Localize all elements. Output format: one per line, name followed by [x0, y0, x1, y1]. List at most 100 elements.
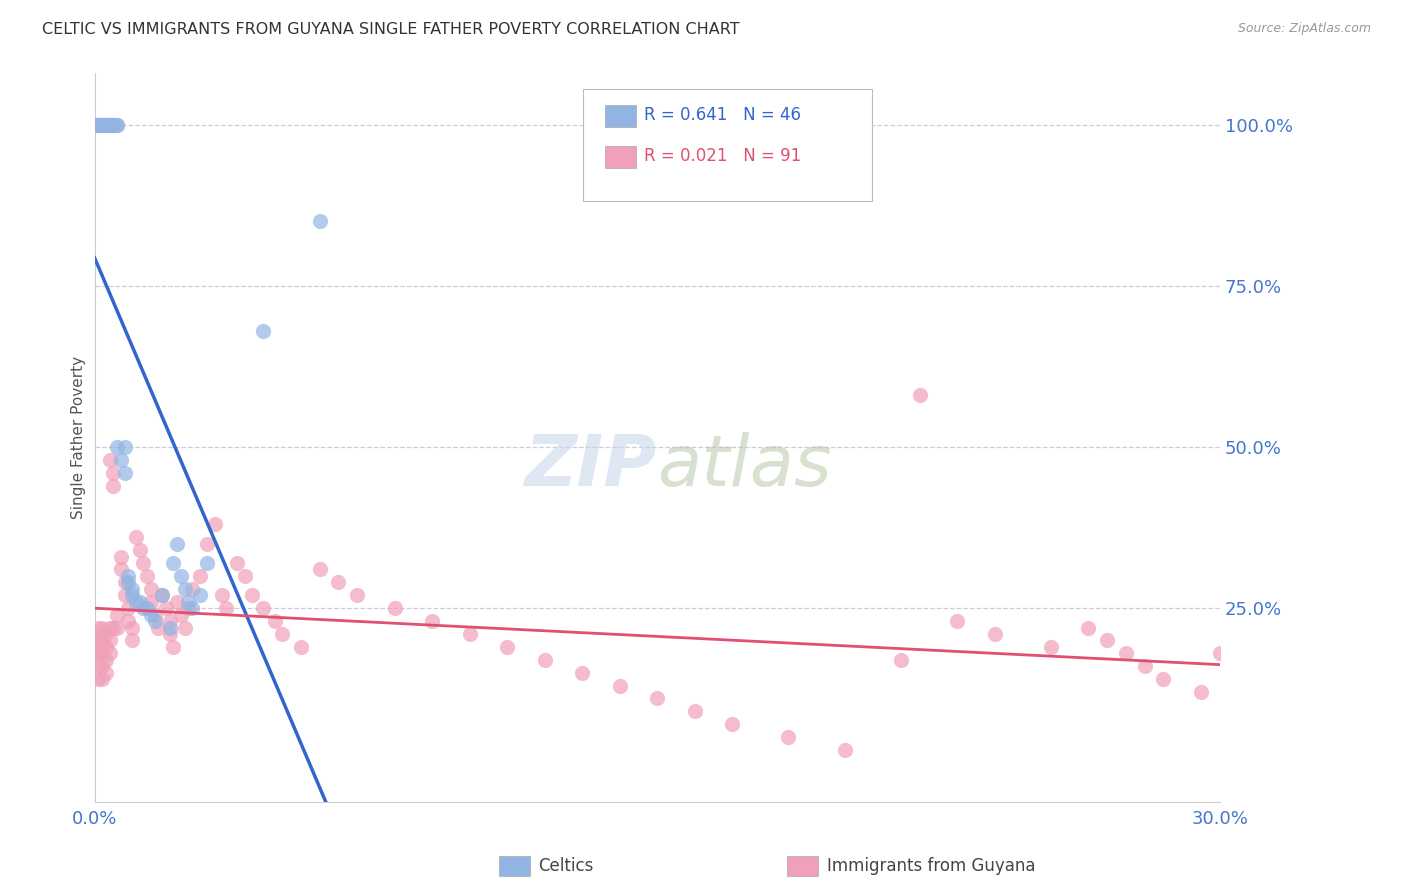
- Point: [181, 582, 204, 596]
- Point: [105, 440, 128, 454]
- Point: [94, 118, 117, 132]
- Point: [86, 646, 108, 660]
- Point: [177, 595, 200, 609]
- Point: [98, 620, 121, 634]
- Point: [103, 118, 125, 132]
- Point: [94, 118, 117, 132]
- Point: [98, 118, 121, 132]
- Point: [86, 118, 108, 132]
- Point: [162, 556, 184, 570]
- Point: [94, 118, 117, 132]
- Text: R = 0.641   N = 46: R = 0.641 N = 46: [644, 106, 801, 124]
- Point: [94, 118, 117, 132]
- Point: [91, 620, 114, 634]
- Point: [188, 588, 211, 602]
- Point: [150, 588, 173, 602]
- Point: [162, 640, 184, 654]
- Point: [87, 633, 110, 648]
- Point: [173, 620, 195, 634]
- Point: [117, 614, 139, 628]
- Point: [91, 118, 114, 132]
- Point: [263, 614, 285, 628]
- Point: [166, 537, 188, 551]
- Point: [645, 691, 668, 706]
- Point: [87, 659, 110, 673]
- Point: [110, 562, 132, 576]
- Point: [170, 569, 193, 583]
- Point: [121, 588, 143, 602]
- Point: [136, 569, 159, 583]
- Point: [908, 388, 931, 402]
- Point: [308, 214, 330, 228]
- Point: [177, 601, 200, 615]
- Point: [1077, 620, 1099, 634]
- Point: [159, 627, 181, 641]
- Point: [114, 588, 136, 602]
- Point: [87, 646, 110, 660]
- Point: [181, 601, 204, 615]
- Text: atlas: atlas: [657, 432, 832, 501]
- Point: [117, 601, 139, 615]
- Point: [103, 620, 125, 634]
- Point: [778, 730, 800, 744]
- Point: [128, 595, 150, 609]
- Point: [121, 633, 143, 648]
- Point: [496, 640, 519, 654]
- Point: [458, 627, 481, 641]
- Point: [98, 453, 121, 467]
- Point: [91, 118, 114, 132]
- Point: [384, 601, 406, 615]
- Point: [128, 543, 150, 558]
- Point: [150, 588, 173, 602]
- Point: [94, 653, 117, 667]
- Point: [346, 588, 368, 602]
- Text: CELTIC VS IMMIGRANTS FROM GUYANA SINGLE FATHER POVERTY CORRELATION CHART: CELTIC VS IMMIGRANTS FROM GUYANA SINGLE …: [42, 22, 740, 37]
- Point: [98, 118, 121, 132]
- Point: [721, 717, 744, 731]
- Point: [155, 601, 177, 615]
- Point: [110, 549, 132, 564]
- Point: [233, 569, 256, 583]
- Point: [121, 620, 143, 634]
- Point: [98, 646, 121, 660]
- Point: [1115, 646, 1137, 660]
- Point: [91, 633, 114, 648]
- Point: [215, 601, 238, 615]
- Point: [1152, 672, 1174, 686]
- Point: [91, 659, 114, 673]
- Point: [139, 582, 162, 596]
- Point: [159, 620, 181, 634]
- Point: [683, 704, 706, 718]
- Point: [91, 672, 114, 686]
- Point: [308, 562, 330, 576]
- Point: [1039, 640, 1062, 654]
- Point: [271, 627, 294, 641]
- Point: [87, 672, 110, 686]
- Point: [166, 595, 188, 609]
- Point: [143, 614, 166, 628]
- Text: Immigrants from Guyana: Immigrants from Guyana: [827, 857, 1035, 875]
- Point: [121, 582, 143, 596]
- Point: [132, 601, 155, 615]
- Point: [125, 530, 148, 544]
- Point: [125, 595, 148, 609]
- Point: [533, 653, 555, 667]
- Point: [103, 466, 125, 480]
- Text: R = 0.021   N = 91: R = 0.021 N = 91: [644, 147, 801, 165]
- Point: [226, 556, 249, 570]
- Point: [105, 118, 128, 132]
- Point: [94, 627, 117, 641]
- Point: [252, 601, 274, 615]
- Point: [103, 118, 125, 132]
- Point: [87, 118, 110, 132]
- Point: [94, 640, 117, 654]
- Point: [87, 118, 110, 132]
- Point: [87, 620, 110, 634]
- Point: [983, 627, 1005, 641]
- Point: [834, 743, 856, 757]
- Point: [114, 466, 136, 480]
- Point: [110, 453, 132, 467]
- Point: [114, 440, 136, 454]
- Point: [87, 118, 110, 132]
- Point: [240, 588, 263, 602]
